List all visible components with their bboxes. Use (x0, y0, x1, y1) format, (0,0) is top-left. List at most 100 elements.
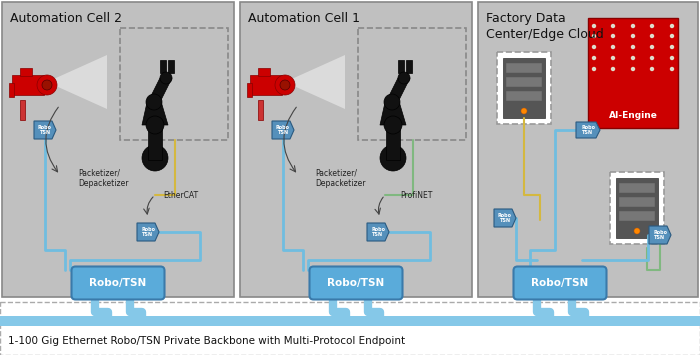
Polygon shape (34, 121, 56, 139)
Circle shape (650, 67, 654, 71)
Bar (20, 100, 25, 120)
Polygon shape (137, 223, 159, 241)
Circle shape (670, 56, 674, 60)
Circle shape (650, 56, 654, 60)
Circle shape (592, 24, 596, 28)
Circle shape (650, 24, 654, 28)
Circle shape (592, 34, 596, 38)
Circle shape (37, 75, 57, 95)
Circle shape (670, 67, 674, 71)
Bar (619, 197, 655, 207)
Polygon shape (649, 226, 671, 244)
Polygon shape (148, 78, 172, 102)
Text: Factory Data
Center/Edge Cloud: Factory Data Center/Edge Cloud (486, 12, 603, 41)
Bar (247, 83, 252, 97)
Bar (0, 316, 700, 326)
Text: Robo
TSN: Robo TSN (498, 213, 512, 223)
Text: EtherCAT: EtherCAT (163, 191, 198, 201)
Bar (497, 52, 551, 124)
Polygon shape (47, 55, 107, 109)
Circle shape (611, 45, 615, 49)
Text: Robo
TSN: Robo TSN (371, 226, 385, 237)
Bar (619, 183, 655, 193)
Circle shape (631, 56, 635, 60)
Bar (619, 211, 655, 221)
Text: 1-100 Gig Ethernet Robo/TSN Private Backbone with Multi-Protocol Endpoint: 1-100 Gig Ethernet Robo/TSN Private Back… (8, 336, 405, 346)
FancyBboxPatch shape (71, 267, 164, 300)
Circle shape (631, 24, 635, 28)
Text: Automation Cell 2: Automation Cell 2 (10, 12, 122, 25)
Circle shape (592, 67, 596, 71)
Polygon shape (168, 60, 174, 73)
Text: Packetizer/
Depacketizer: Packetizer/ Depacketizer (78, 168, 129, 188)
Bar (358, 28, 466, 140)
Circle shape (670, 45, 674, 49)
Text: Automation Cell 1: Automation Cell 1 (248, 12, 360, 25)
Polygon shape (367, 223, 389, 241)
Circle shape (384, 94, 400, 110)
Bar (610, 172, 664, 244)
Circle shape (384, 116, 402, 134)
Bar (12, 75, 44, 95)
Text: Robo
TSN: Robo TSN (141, 226, 155, 237)
Circle shape (670, 24, 674, 28)
Bar (616, 178, 658, 238)
Circle shape (634, 228, 640, 234)
Circle shape (611, 34, 615, 38)
Bar (20, 68, 32, 76)
Polygon shape (398, 60, 404, 73)
Polygon shape (272, 121, 294, 139)
Text: Robo/TSN: Robo/TSN (531, 278, 589, 288)
Bar (120, 28, 228, 140)
Polygon shape (142, 98, 168, 125)
Bar (148, 125, 162, 160)
Circle shape (275, 75, 295, 95)
Bar (506, 63, 542, 73)
Circle shape (611, 24, 615, 28)
Circle shape (398, 72, 410, 84)
Text: Robo/TSN: Robo/TSN (328, 278, 384, 288)
Polygon shape (576, 122, 600, 138)
Bar (588, 18, 678, 128)
Circle shape (631, 45, 635, 49)
Circle shape (592, 56, 596, 60)
Circle shape (146, 116, 164, 134)
Polygon shape (494, 209, 516, 227)
Text: Robo
TSN: Robo TSN (581, 125, 595, 135)
Text: AI-Engine: AI-Engine (608, 111, 657, 120)
Bar (478, 2, 698, 297)
Polygon shape (285, 55, 345, 109)
FancyBboxPatch shape (309, 267, 402, 300)
Bar (9, 83, 14, 97)
Circle shape (146, 94, 162, 110)
Text: Packetizer/
Depacketizer: Packetizer/ Depacketizer (315, 168, 365, 188)
Text: Robo
TSN: Robo TSN (38, 125, 52, 135)
Text: ProfiNET: ProfiNET (400, 191, 433, 201)
Bar (0, 302, 700, 355)
Circle shape (631, 34, 635, 38)
Polygon shape (386, 78, 410, 102)
Circle shape (42, 80, 52, 90)
Circle shape (280, 80, 290, 90)
Polygon shape (160, 60, 166, 73)
Polygon shape (406, 60, 412, 73)
Polygon shape (380, 98, 406, 125)
Circle shape (631, 67, 635, 71)
Bar (386, 125, 400, 160)
Bar (250, 75, 282, 95)
Text: Robo
TSN: Robo TSN (653, 230, 667, 240)
Circle shape (142, 145, 168, 171)
Circle shape (611, 67, 615, 71)
Circle shape (521, 108, 527, 114)
Circle shape (592, 45, 596, 49)
Circle shape (650, 45, 654, 49)
Circle shape (380, 145, 406, 171)
Bar (2, 2, 234, 297)
Circle shape (160, 72, 172, 84)
Circle shape (650, 34, 654, 38)
FancyBboxPatch shape (514, 267, 606, 300)
Circle shape (611, 56, 615, 60)
Circle shape (670, 34, 674, 38)
Bar (506, 91, 542, 101)
Bar (240, 2, 472, 297)
